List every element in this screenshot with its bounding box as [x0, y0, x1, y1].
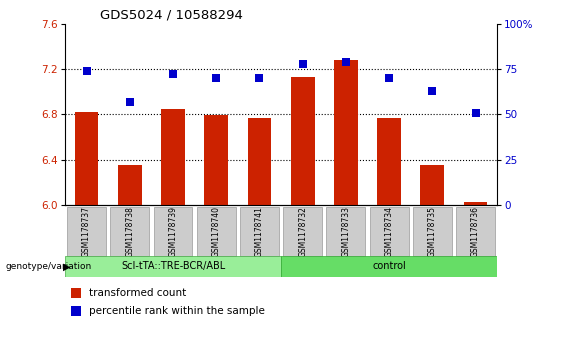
- Point: [298, 61, 307, 66]
- Text: GSM1178734: GSM1178734: [385, 206, 394, 257]
- Bar: [464, 202, 488, 205]
- Text: GSM1178733: GSM1178733: [341, 206, 350, 257]
- Point: [82, 68, 91, 74]
- Bar: [67, 207, 106, 256]
- Bar: [75, 112, 98, 205]
- Text: GSM1178739: GSM1178739: [168, 206, 177, 257]
- Bar: [240, 207, 279, 256]
- Bar: [370, 207, 408, 256]
- Bar: [327, 207, 366, 256]
- Text: GSM1178735: GSM1178735: [428, 206, 437, 257]
- Text: GSM1178741: GSM1178741: [255, 206, 264, 257]
- Text: GDS5024 / 10588294: GDS5024 / 10588294: [99, 8, 242, 21]
- Bar: [118, 166, 142, 205]
- Bar: [65, 256, 281, 277]
- Text: GSM1178738: GSM1178738: [125, 206, 134, 257]
- Text: genotype/variation: genotype/variation: [6, 262, 92, 271]
- Bar: [334, 60, 358, 205]
- Point: [168, 72, 177, 77]
- Bar: [161, 109, 185, 205]
- Point: [255, 75, 264, 81]
- Text: GSM1178740: GSM1178740: [212, 206, 221, 257]
- Text: ScI-tTA::TRE-BCR/ABL: ScI-tTA::TRE-BCR/ABL: [121, 261, 225, 272]
- Point: [341, 59, 350, 65]
- Point: [71, 290, 80, 295]
- Bar: [413, 207, 452, 256]
- Text: GSM1178732: GSM1178732: [298, 206, 307, 257]
- Point: [385, 75, 394, 81]
- Text: GSM1178737: GSM1178737: [82, 206, 91, 257]
- Text: transformed count: transformed count: [89, 287, 186, 298]
- Bar: [205, 115, 228, 205]
- Point: [471, 110, 480, 115]
- Bar: [247, 118, 271, 205]
- Point: [428, 88, 437, 94]
- Bar: [291, 77, 315, 205]
- Text: control: control: [372, 261, 406, 272]
- Text: GSM1178736: GSM1178736: [471, 206, 480, 257]
- Bar: [281, 256, 497, 277]
- Text: ▶: ▶: [63, 261, 71, 272]
- Bar: [283, 207, 322, 256]
- Text: percentile rank within the sample: percentile rank within the sample: [89, 306, 264, 316]
- Bar: [377, 118, 401, 205]
- Bar: [110, 207, 149, 256]
- Bar: [456, 207, 495, 256]
- Bar: [197, 207, 236, 256]
- Bar: [154, 207, 193, 256]
- Point: [71, 308, 80, 314]
- Bar: [420, 166, 444, 205]
- Point: [125, 99, 134, 105]
- Point: [212, 75, 221, 81]
